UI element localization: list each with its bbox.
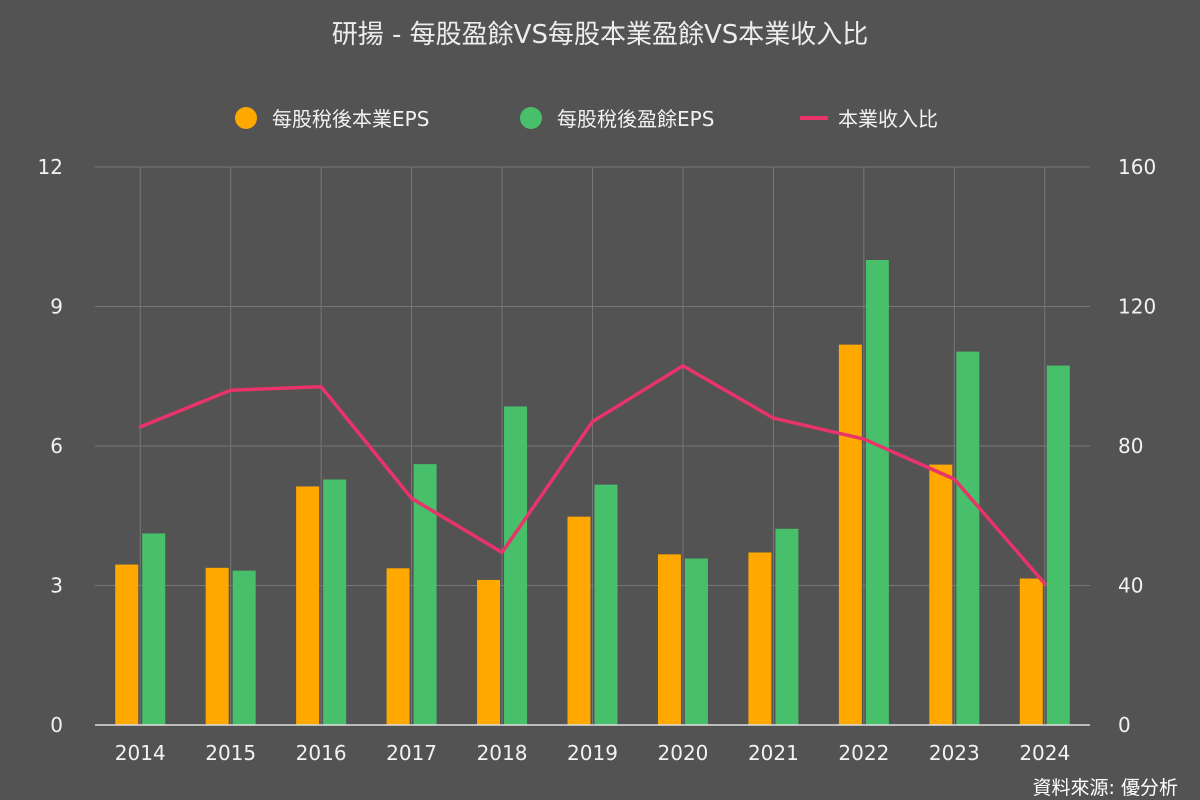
x-tick-label: 2015 [205, 741, 256, 765]
y-axis-right: 0 40 80 120 160 [1118, 155, 1156, 737]
bar-core-eps [567, 516, 591, 725]
y-left-tick-label: 0 [50, 713, 63, 737]
y-axis-left: 0 3 6 9 12 [38, 155, 63, 737]
legend-label-core-eps: 每股稅後本業EPS [272, 107, 429, 131]
x-tick-label: 2018 [477, 741, 528, 765]
bar-core-eps [657, 554, 681, 725]
bar-core-eps [748, 552, 772, 725]
bar-net-eps [594, 484, 618, 725]
y-right-tick-label: 120 [1118, 295, 1156, 319]
bar-core-eps [386, 568, 410, 725]
bar-net-eps [504, 406, 528, 725]
bar-core-eps [205, 567, 229, 725]
x-tick-label: 2016 [296, 741, 347, 765]
y-right-tick-label: 40 [1118, 574, 1143, 598]
bar-core-eps [929, 464, 953, 725]
x-tick-label: 2017 [386, 741, 437, 765]
x-axis: 2014 2015 2016 2017 2018 2019 2020 2021 2022 2023… [115, 741, 1070, 765]
bar-net-eps [684, 558, 708, 725]
chart-title: 研揚 - 每股盈餘VS每股本業盈餘VS本業收入比 [332, 20, 869, 50]
bar-net-eps [775, 528, 799, 725]
line-core-income-ratio [138, 364, 1047, 586]
bar-net-eps [413, 464, 437, 725]
bar-net-eps [323, 479, 347, 725]
y-left-tick-label: 6 [50, 434, 63, 458]
bar-core-eps [1019, 578, 1043, 725]
line-series [138, 364, 1047, 586]
x-tick-label: 2022 [838, 741, 889, 765]
y-left-tick-label: 12 [38, 155, 63, 179]
x-tick-label: 2014 [115, 741, 166, 765]
y-left-tick-label: 9 [50, 295, 63, 319]
bar-net-eps [865, 260, 889, 725]
x-tick-label: 2021 [748, 741, 799, 765]
bar-net-eps [956, 351, 980, 725]
x-tick-label: 2023 [929, 741, 980, 765]
grid [95, 166, 1090, 725]
y-right-tick-label: 160 [1118, 155, 1156, 179]
y-right-tick-label: 80 [1118, 434, 1143, 458]
bar-net-eps [1046, 365, 1070, 725]
bar-core-eps [296, 486, 320, 725]
x-tick-label: 2019 [567, 741, 618, 765]
bar-net-eps [142, 533, 166, 725]
x-tick-label: 2020 [658, 741, 709, 765]
legend-label-net-eps: 每股稅後盈餘EPS [557, 107, 714, 131]
bars [115, 260, 1070, 725]
source-label: 資料來源: 優分析 [1033, 777, 1178, 799]
bar-net-eps [232, 570, 256, 725]
legend-marker-net-eps [520, 107, 542, 129]
bar-core-eps [838, 344, 862, 725]
y-right-tick-label: 0 [1118, 713, 1131, 737]
x-tick-label: 2024 [1019, 741, 1070, 765]
legend-marker-core-eps [235, 107, 257, 129]
legend: 每股稅後本業EPS 每股稅後盈餘EPS 本業收入比 [235, 107, 938, 131]
y-left-tick-label: 3 [50, 574, 63, 598]
bar-core-eps [477, 579, 501, 725]
bar-core-eps [115, 564, 139, 725]
legend-label-income-ratio: 本業收入比 [838, 107, 938, 131]
